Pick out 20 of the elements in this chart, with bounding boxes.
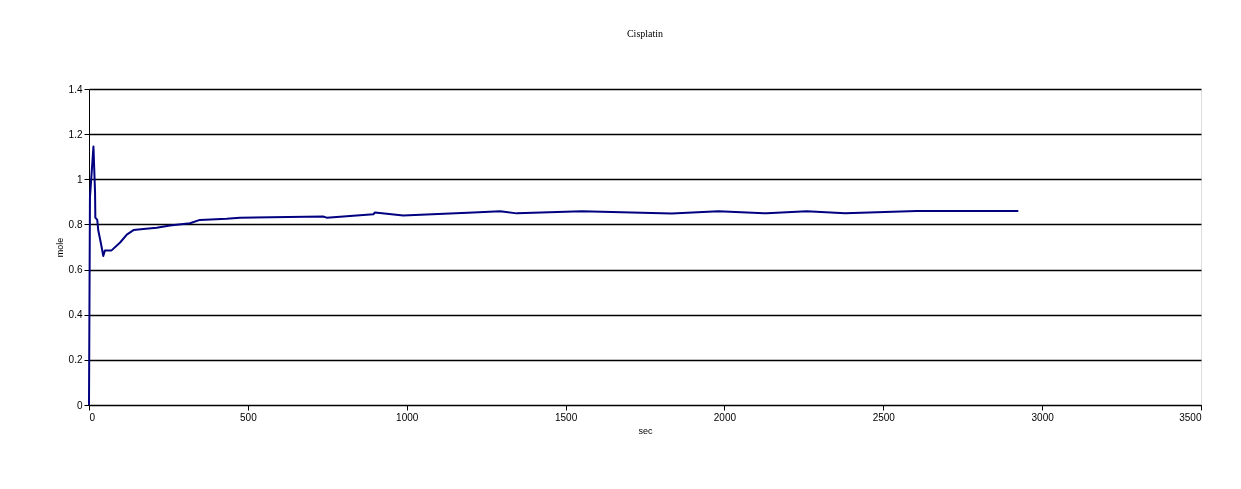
x-tick-label: 500 [240,411,258,423]
x-tick-label: 2500 [872,411,896,423]
chart-title: Cisplatin [626,28,664,39]
y-tick-label: 0.8 [68,218,83,230]
x-tick-label: 0 [89,411,96,423]
x-tick-label: 3500 [1179,411,1202,423]
x-tick-label: 3000 [1031,411,1055,423]
y-tick-label: 1.2 [68,128,83,140]
y-tick-label: 0.2 [68,354,83,366]
line-series [88,145,1020,406]
x-tick-label: 2000 [713,411,737,423]
y-tick-label: 1.4 [68,83,83,95]
x-tick-label: 1000 [396,411,419,423]
y-tick-label: 0.4 [68,309,83,321]
y-tick-label: 1 [76,173,83,185]
y-tick-label: 0.6 [68,264,83,276]
y-tick-label: 0 [76,399,83,411]
y-axis-title: mole [54,237,65,258]
x-axis-title: sec [638,425,653,436]
x-tick-label: 1500 [554,411,578,423]
